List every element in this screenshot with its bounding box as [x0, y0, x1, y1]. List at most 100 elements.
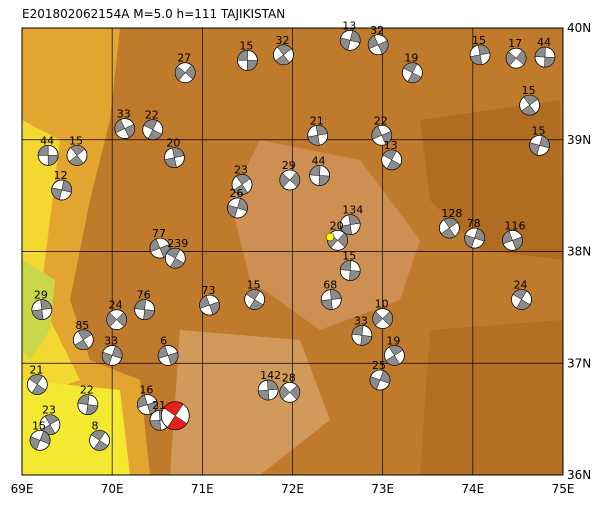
event-label: 33 [104, 334, 118, 347]
beachball [231, 174, 253, 195]
event-label: 22 [80, 384, 94, 397]
ball-quadrant [137, 394, 158, 415]
beachball [114, 118, 136, 139]
beachball [519, 94, 541, 116]
ball-quadrant [369, 370, 391, 390]
event-label: 21 [29, 363, 43, 376]
beachball [174, 62, 196, 84]
beachball [199, 294, 220, 316]
beachball [307, 124, 329, 146]
beachball [505, 47, 527, 69]
ball-quadrant [382, 149, 401, 171]
beachball [502, 229, 523, 251]
ball-quadrant [28, 374, 47, 395]
ball-quadrant [279, 384, 301, 400]
event-label: 44 [537, 36, 551, 49]
ball-quadrant [31, 299, 53, 320]
ball-quadrant [371, 125, 392, 145]
event-label: 20 [166, 137, 180, 150]
event-label: 15 [342, 249, 356, 262]
event-label: 15 [532, 124, 546, 137]
x-tick-label: 75E [552, 482, 575, 496]
event-label: 134 [342, 204, 363, 217]
x-tick-label: 70E [101, 482, 124, 496]
ball-quadrant [106, 312, 127, 328]
event-label: 29 [34, 289, 48, 302]
ball-quadrant [275, 44, 292, 65]
event-label: 85 [75, 319, 89, 332]
beachball [106, 309, 128, 331]
event-label: 15 [69, 134, 83, 147]
event-label: 128 [441, 207, 462, 220]
event-label: 19 [386, 334, 400, 347]
beachball [77, 394, 99, 415]
y-tick-label: 36N [567, 468, 591, 482]
ball-quadrant [385, 345, 404, 366]
event-label: 10 [375, 298, 389, 311]
beachball [367, 34, 389, 56]
beachball [371, 124, 393, 146]
ball-quadrant [339, 260, 361, 281]
event-label: 13 [342, 19, 356, 32]
event-label: 27 [177, 52, 191, 65]
ball-quadrant [464, 228, 485, 248]
event-label: 16 [139, 384, 153, 397]
beachball [372, 308, 394, 329]
x-tick-label: 73E [371, 482, 394, 496]
beachball [39, 414, 61, 436]
beachball [351, 324, 373, 346]
ball-quadrant [90, 430, 109, 451]
beachball [164, 247, 186, 269]
ball-quadrant [237, 50, 258, 71]
ball-quadrant [321, 289, 342, 310]
beachball [29, 429, 51, 451]
y-tick-label: 37N [567, 356, 591, 370]
ball-quadrant [403, 62, 422, 83]
beachball [534, 46, 556, 68]
event-label: 44 [312, 155, 326, 168]
event-label: 116 [505, 219, 526, 232]
ball-quadrant [372, 311, 393, 327]
ball-quadrant [157, 345, 179, 366]
frame [21, 27, 564, 476]
beachball [309, 165, 330, 186]
ball-quadrant [469, 44, 491, 66]
ball-quadrant [440, 217, 459, 239]
event-label: 12 [54, 169, 68, 182]
event-label: 23 [234, 163, 248, 176]
event-label: 23 [42, 404, 56, 417]
ball-quadrant [521, 94, 539, 116]
beachball [511, 289, 532, 310]
main-event [160, 401, 190, 431]
beachball [31, 299, 53, 321]
beachball [66, 144, 88, 166]
event-label: 142 [260, 369, 281, 382]
ball-quadrant [505, 50, 527, 67]
beachball [257, 379, 279, 401]
event-label: 6 [160, 334, 167, 347]
beachball [339, 29, 361, 51]
beachball [134, 299, 156, 321]
x-tick-label: 69E [11, 482, 34, 496]
x-tick-label: 72E [281, 482, 304, 496]
beachball [149, 237, 171, 259]
ball-quadrant [164, 147, 185, 168]
ball-quadrant [174, 64, 196, 81]
beachball [464, 227, 486, 249]
ball-quadrant [74, 329, 93, 351]
beachball [279, 381, 301, 403]
beachball [89, 429, 110, 451]
ball-quadrant [351, 325, 373, 346]
beachball [402, 62, 423, 84]
event-label: 21 [152, 399, 166, 412]
event-label: 78 [467, 217, 481, 230]
ball-quadrant [77, 394, 99, 415]
event-label: 32 [370, 24, 384, 37]
ball-quadrant [367, 35, 389, 55]
ball-quadrant [199, 295, 220, 315]
beachball [438, 217, 460, 239]
event-label: 15 [472, 34, 486, 47]
ball-quadrant [245, 289, 264, 310]
ball-quadrant [114, 119, 136, 138]
ball-quadrant [143, 119, 163, 140]
